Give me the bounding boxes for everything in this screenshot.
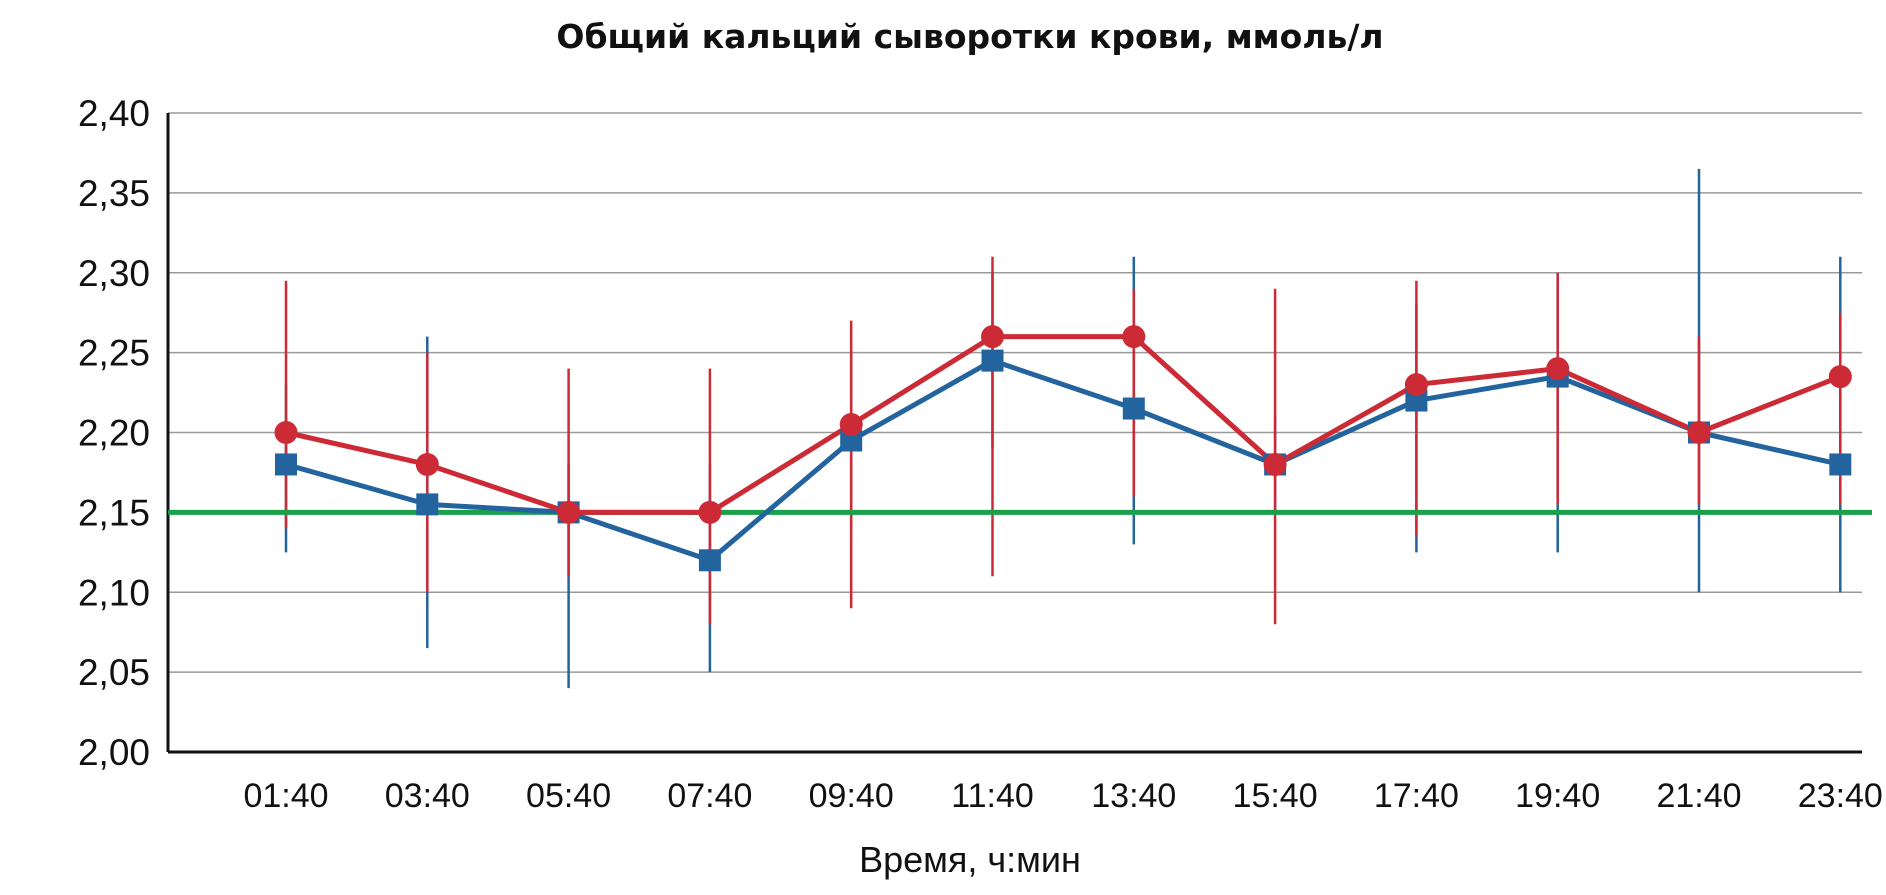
x-axis-label: Время, ч:мин bbox=[859, 839, 1081, 880]
x-tick-label: 11:40 bbox=[951, 777, 1034, 815]
data-point-square bbox=[981, 349, 1004, 372]
data-point-square bbox=[1829, 453, 1852, 476]
axes bbox=[166, 113, 1862, 754]
y-tick-label: 2,15 bbox=[78, 492, 150, 533]
x-tick-labels: 01:40 03:40 05:40 07:40 09:40 11:40 13:40 15:40… bbox=[243, 777, 1882, 815]
series-line bbox=[285, 358, 1841, 563]
data-point-circle bbox=[1404, 373, 1428, 397]
y-tick-label: 2,10 bbox=[78, 572, 150, 613]
data-point-circle bbox=[274, 421, 298, 444]
y-tick-label: 2,35 bbox=[78, 173, 150, 214]
data-point-circle bbox=[698, 500, 722, 524]
x-tick-label: 17:40 bbox=[1374, 777, 1459, 815]
x-tick-label: 15:40 bbox=[1233, 777, 1318, 815]
series-lines bbox=[285, 334, 1842, 563]
data-point-circle bbox=[1122, 325, 1146, 349]
x-tick-label: 13:40 bbox=[1091, 777, 1176, 815]
series-markers bbox=[274, 325, 1852, 572]
y-tick-label: 2,20 bbox=[78, 413, 150, 454]
data-point-circle bbox=[557, 500, 581, 524]
data-point-square bbox=[1405, 389, 1428, 412]
y-tick-label: 2,00 bbox=[78, 732, 150, 773]
data-point-circle bbox=[1546, 357, 1570, 381]
data-point-square bbox=[698, 549, 721, 572]
x-tick-label: 23:40 bbox=[1798, 777, 1883, 815]
data-point-square bbox=[1122, 397, 1145, 420]
y-tick-label: 2,40 bbox=[78, 93, 150, 134]
x-tick-label: 07:40 bbox=[667, 777, 752, 815]
data-point-square bbox=[840, 429, 863, 452]
chart-title: Общий кальций сыворотки крови, ммоль/л bbox=[556, 17, 1383, 56]
data-point-square bbox=[275, 453, 297, 476]
x-tick-label: 19:40 bbox=[1515, 777, 1600, 815]
data-point-circle bbox=[1687, 421, 1711, 444]
x-tick-label: 05:40 bbox=[526, 777, 611, 815]
x-tick-label: 01:40 bbox=[243, 777, 328, 815]
x-tick-label: 21:40 bbox=[1656, 777, 1741, 815]
error-bars bbox=[284, 168, 1842, 689]
y-tick-label: 2,30 bbox=[78, 253, 150, 294]
data-point-circle bbox=[839, 413, 863, 437]
series-line bbox=[285, 334, 1842, 515]
y-tick-labels: 2,00 2,05 2,10 2,15 2,20 2,25 2,30 2,35 2,40 bbox=[78, 93, 150, 773]
data-point-circle bbox=[415, 452, 439, 476]
y-tick-label: 2,05 bbox=[78, 652, 150, 693]
y-tick-label: 2,25 bbox=[78, 333, 150, 374]
x-tick-label: 09:40 bbox=[809, 777, 894, 815]
data-point-circle bbox=[1828, 365, 1852, 389]
data-point-square bbox=[416, 493, 439, 516]
x-tick-label: 03:40 bbox=[385, 777, 470, 815]
data-point-circle bbox=[1263, 452, 1287, 476]
data-point-circle bbox=[981, 325, 1004, 349]
